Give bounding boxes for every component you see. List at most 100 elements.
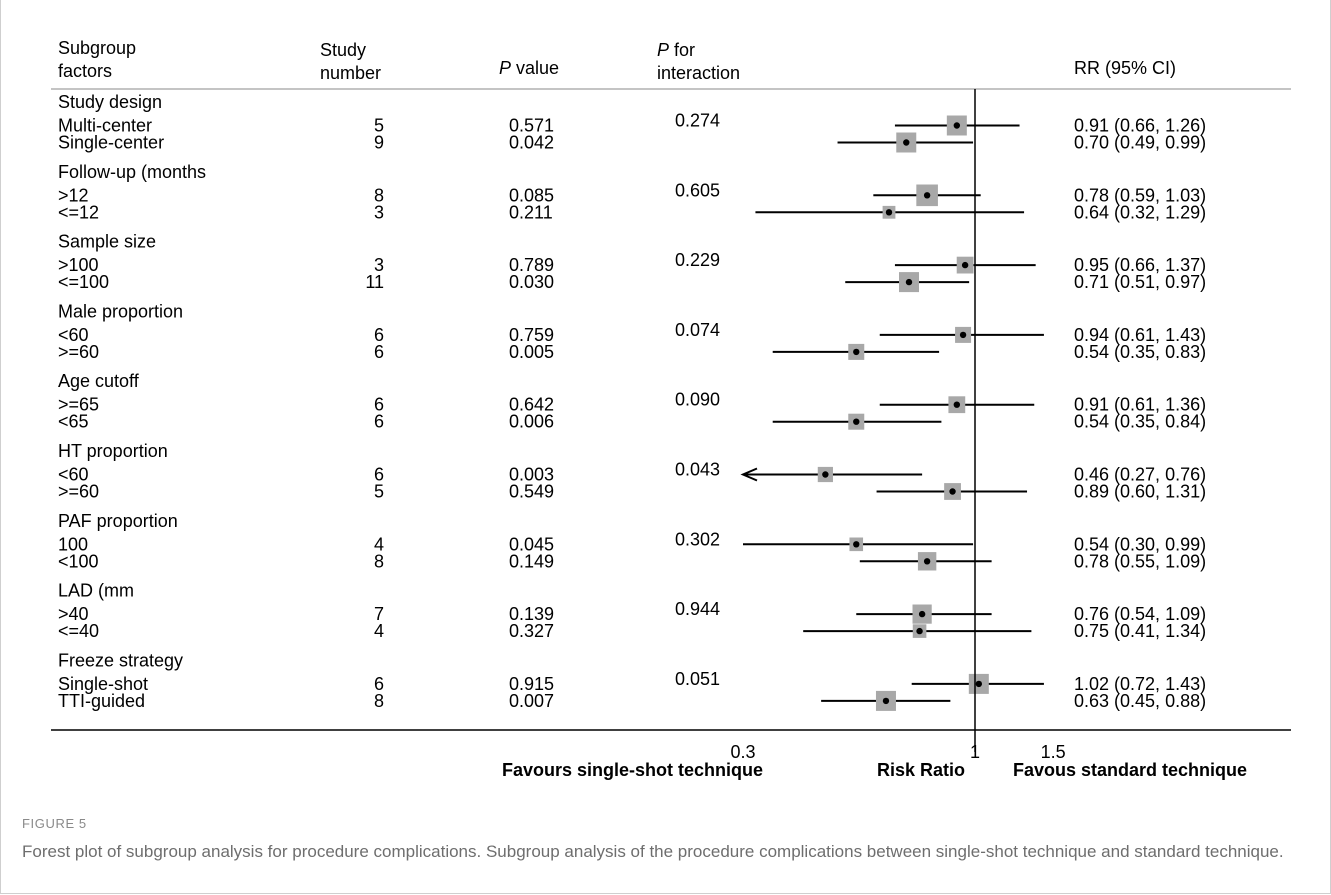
p-value: 0.327 bbox=[509, 621, 554, 641]
study-number: 6 bbox=[374, 674, 384, 694]
rr-ci-label: 0.78 (0.59, 1.03) bbox=[1074, 185, 1206, 205]
study-number: 5 bbox=[374, 482, 384, 502]
header-study-2: number bbox=[320, 63, 381, 83]
x-tick-label: 1.5 bbox=[1041, 742, 1066, 762]
point-estimate bbox=[916, 627, 923, 635]
p-value: 0.549 bbox=[509, 482, 554, 502]
point-estimate bbox=[903, 139, 910, 146]
p-value: 0.085 bbox=[509, 185, 554, 205]
p-value: 0.030 bbox=[509, 272, 554, 292]
xaxis-label: Risk Ratio bbox=[877, 760, 965, 780]
header-factors-1: Subgroup bbox=[58, 38, 136, 58]
header-study-1: Study bbox=[320, 40, 366, 60]
study-number: 3 bbox=[374, 202, 384, 222]
study-number: 4 bbox=[374, 534, 384, 554]
study-number: 9 bbox=[374, 133, 384, 153]
header-pint-italic: P bbox=[657, 40, 669, 60]
rr-ci-label: 0.91 (0.66, 1.26) bbox=[1074, 116, 1206, 136]
rr-ci-label: 0.89 (0.60, 1.31) bbox=[1074, 482, 1206, 502]
row-label: Single-shot bbox=[58, 674, 148, 694]
study-number: 3 bbox=[374, 255, 384, 275]
row-label: <60 bbox=[58, 465, 89, 485]
study-number: 7 bbox=[374, 604, 384, 624]
header-pvalue-italic: P bbox=[499, 58, 511, 78]
point-estimate bbox=[923, 558, 931, 565]
p-value: 0.211 bbox=[509, 202, 553, 222]
ci-arrow bbox=[740, 467, 758, 482]
p-value: 0.789 bbox=[509, 255, 554, 275]
figure-label: FIGURE 5 bbox=[22, 816, 87, 831]
rr-ci-label: 0.63 (0.45, 0.88) bbox=[1074, 691, 1206, 711]
header-pint-rest: for bbox=[669, 40, 695, 60]
favours-right-label: Favous standard technique bbox=[1013, 760, 1247, 780]
p-interaction: 0.074 bbox=[675, 320, 720, 340]
row-label: >=65 bbox=[58, 395, 99, 415]
point-estimate bbox=[918, 610, 926, 618]
row-label: TTI-guided bbox=[58, 691, 145, 711]
rr-ci-label: 0.54 (0.30, 0.99) bbox=[1074, 534, 1206, 554]
subgroup-title: Follow-up (months bbox=[58, 162, 206, 182]
rr-ci-label: 0.94 (0.61, 1.43) bbox=[1074, 325, 1206, 345]
header-pint-2: interaction bbox=[657, 63, 740, 83]
row-label: <65 bbox=[58, 412, 89, 432]
subgroup-title: LAD (mm bbox=[58, 581, 134, 601]
p-value: 0.042 bbox=[509, 133, 554, 153]
figure-caption: Forest plot of subgroup analysis for pro… bbox=[22, 842, 1284, 861]
rr-ci-label: 0.46 (0.27, 0.76) bbox=[1074, 465, 1206, 485]
point-estimate bbox=[923, 192, 931, 199]
rr-ci-label: 0.70 (0.49, 0.99) bbox=[1074, 133, 1206, 153]
point-estimate bbox=[959, 331, 967, 339]
row-label: <60 bbox=[58, 325, 89, 345]
point-estimate bbox=[822, 471, 829, 478]
rr-ci-label: 0.75 (0.41, 1.34) bbox=[1074, 621, 1206, 641]
row-label: >=60 bbox=[58, 342, 99, 362]
point-estimate bbox=[853, 541, 860, 548]
point-estimate bbox=[949, 488, 956, 495]
study-number: 6 bbox=[374, 395, 384, 415]
p-value: 0.571 bbox=[509, 116, 554, 136]
study-number: 6 bbox=[374, 412, 384, 432]
point-estimate bbox=[853, 348, 860, 356]
row-label: <100 bbox=[58, 551, 99, 571]
study-number: 6 bbox=[374, 342, 384, 362]
header-pint-1: P for bbox=[657, 40, 695, 60]
p-value: 0.006 bbox=[509, 412, 554, 432]
p-interaction: 0.605 bbox=[675, 180, 720, 200]
subgroup-title: Freeze strategy bbox=[58, 650, 183, 670]
subgroup-title: Study design bbox=[58, 92, 162, 112]
row-label: <=100 bbox=[58, 272, 109, 292]
rr-ci-label: 0.54 (0.35, 0.84) bbox=[1074, 412, 1206, 432]
favours-left-label: Favours single-shot technique bbox=[502, 760, 763, 780]
p-value: 0.003 bbox=[509, 465, 554, 485]
p-interaction: 0.274 bbox=[675, 111, 720, 131]
header-pvalue: P value bbox=[499, 58, 559, 78]
header-rr: RR (95% CI) bbox=[1074, 58, 1176, 78]
row-label: <=40 bbox=[58, 621, 99, 641]
p-value: 0.759 bbox=[509, 325, 554, 345]
study-number: 4 bbox=[374, 621, 384, 641]
row-label: Single-center bbox=[58, 133, 164, 153]
point-estimate bbox=[953, 401, 961, 408]
p-value: 0.149 bbox=[509, 551, 554, 571]
p-value: 0.045 bbox=[509, 534, 554, 554]
header-pvalue-rest: value bbox=[511, 58, 559, 78]
study-number: 6 bbox=[374, 465, 384, 485]
row-label: >12 bbox=[58, 185, 89, 205]
row-label: >=60 bbox=[58, 482, 99, 502]
subgroup-title: Sample size bbox=[58, 232, 156, 252]
subgroup-title: Age cutoff bbox=[58, 371, 140, 391]
subgroup-title: PAF proportion bbox=[58, 511, 178, 531]
subgroup-title: Male proportion bbox=[58, 301, 183, 321]
row-label: >100 bbox=[58, 255, 99, 275]
row-label: >40 bbox=[58, 604, 89, 624]
study-number: 8 bbox=[374, 185, 384, 205]
rr-ci-label: 0.54 (0.35, 0.83) bbox=[1074, 342, 1206, 362]
study-number: 11 bbox=[365, 272, 384, 292]
point-estimate bbox=[882, 697, 890, 705]
p-interaction: 0.229 bbox=[675, 250, 720, 270]
x-tick-label: 0.3 bbox=[730, 742, 755, 762]
study-number: 5 bbox=[374, 116, 384, 136]
x-tick-label: 1 bbox=[970, 742, 980, 762]
row-label: <=12 bbox=[58, 202, 99, 222]
